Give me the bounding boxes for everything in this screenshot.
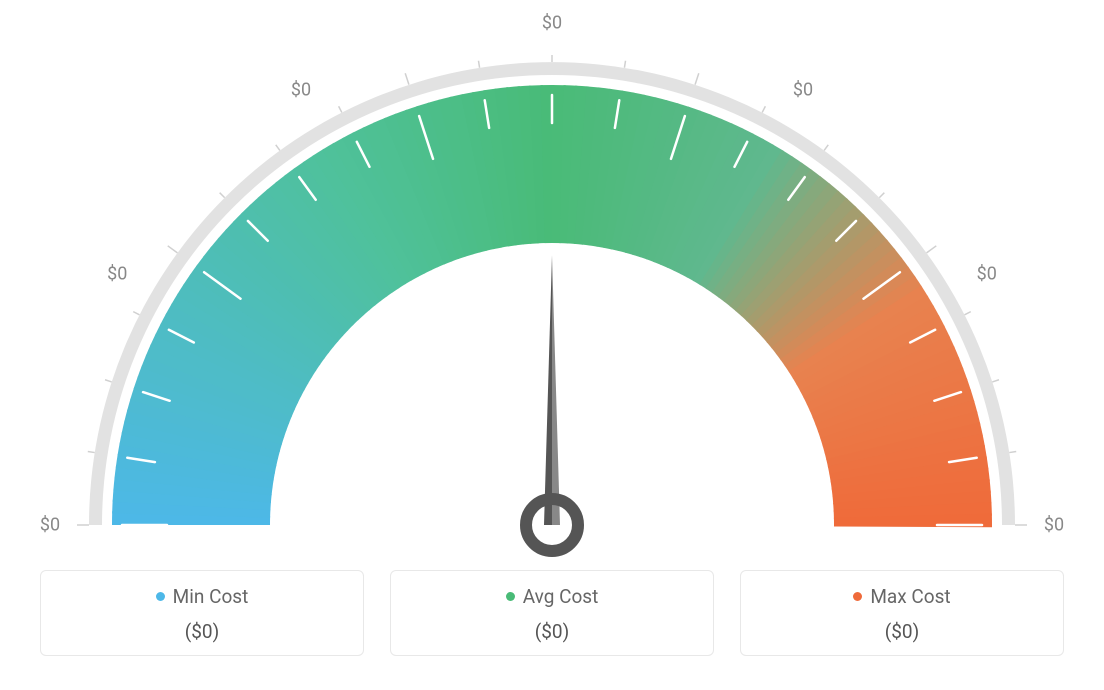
legend-label-min: Min Cost xyxy=(173,585,249,608)
gauge-chart-container: $0 $0 $0 $0 $0 $0 $0 Min Cost ($0) Avg Cost ($… xyxy=(0,0,1104,690)
gauge-tick-label: $0 xyxy=(40,515,60,536)
legend-card-min: Min Cost ($0) xyxy=(40,570,364,656)
legend-head-avg: Avg Cost xyxy=(506,585,599,608)
legend-label-max: Max Cost xyxy=(870,585,950,608)
gauge-area: $0 $0 $0 $0 $0 $0 $0 xyxy=(0,0,1104,570)
legend-head-min: Min Cost xyxy=(156,585,249,608)
gauge-tick-label: $0 xyxy=(977,264,997,285)
legend-label-avg: Avg Cost xyxy=(523,585,599,608)
legend-value-avg: ($0) xyxy=(401,620,703,643)
legend-dot-max xyxy=(853,592,862,601)
legend-row: Min Cost ($0) Avg Cost ($0) Max Cost ($0… xyxy=(0,570,1104,656)
gauge-tick-label: $0 xyxy=(107,264,127,285)
legend-card-avg: Avg Cost ($0) xyxy=(390,570,714,656)
legend-value-max: ($0) xyxy=(751,620,1053,643)
legend-dot-min xyxy=(156,592,165,601)
gauge-svg xyxy=(0,0,1104,570)
legend-value-min: ($0) xyxy=(51,620,353,643)
gauge-tick-label: $0 xyxy=(291,80,311,101)
gauge-tick-label: $0 xyxy=(542,13,562,34)
legend-card-max: Max Cost ($0) xyxy=(740,570,1064,656)
legend-dot-avg xyxy=(506,592,515,601)
legend-head-max: Max Cost xyxy=(853,585,950,608)
gauge-tick-label: $0 xyxy=(1044,515,1064,536)
gauge-tick-label: $0 xyxy=(793,80,813,101)
